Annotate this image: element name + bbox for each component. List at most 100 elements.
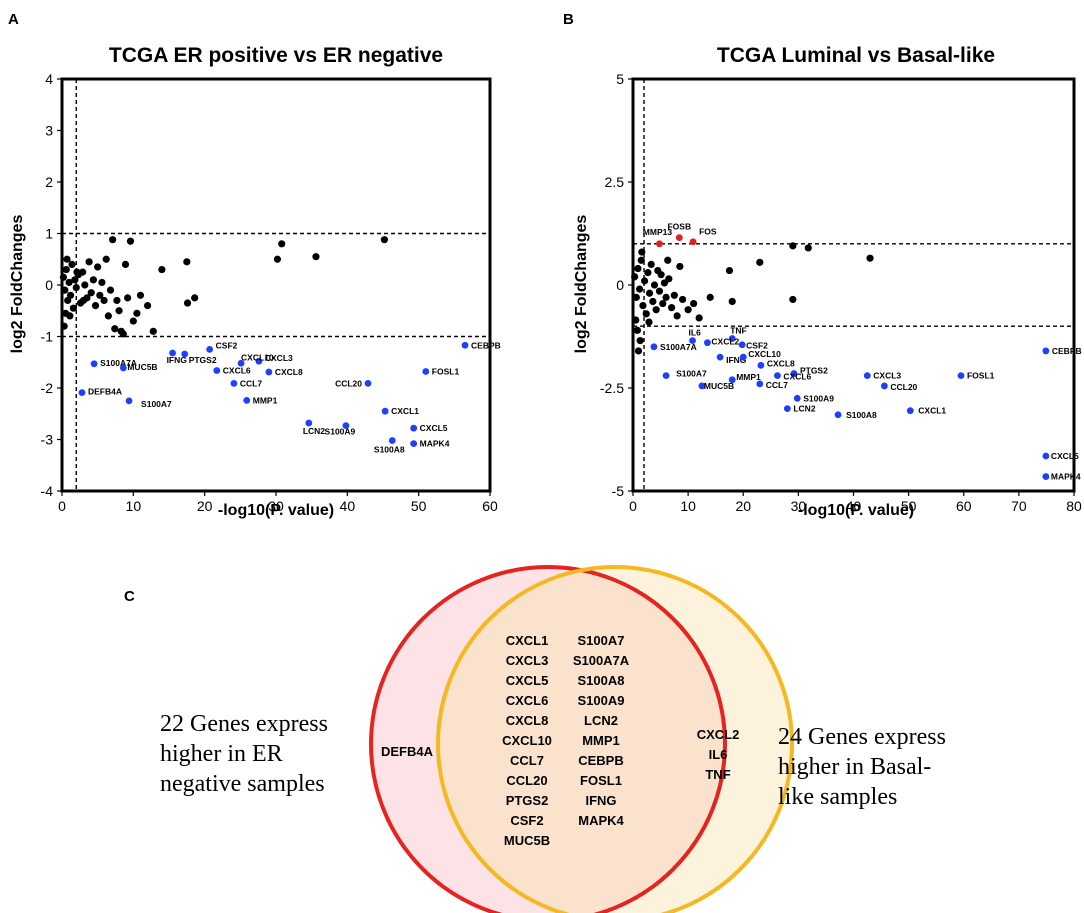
data-point bbox=[111, 325, 119, 333]
venn-gene-cxcl1: CXCL1 bbox=[506, 633, 549, 648]
venn-gene-il6: IL6 bbox=[709, 747, 728, 762]
venn-outline-basal-like bbox=[436, 565, 794, 913]
panel-a-title: TCGA ER positive vs ER negative bbox=[109, 44, 443, 67]
data-point-csf2 bbox=[738, 341, 746, 349]
y-tick-label: -4 bbox=[41, 483, 54, 499]
data-point bbox=[633, 326, 642, 334]
data-point bbox=[106, 286, 115, 294]
point-label-muc5b: MUC5B bbox=[704, 381, 734, 391]
data-point-lcn2 bbox=[783, 405, 791, 412]
point-label-s100a8: S100A8 bbox=[846, 410, 877, 420]
data-point bbox=[102, 255, 110, 263]
data-point bbox=[866, 254, 874, 262]
x-tick-label: 70 bbox=[1011, 498, 1027, 514]
data-point bbox=[638, 248, 646, 256]
data-point bbox=[664, 256, 672, 264]
data-point-cxcl2 bbox=[704, 339, 711, 347]
y-tick-label: 4 bbox=[45, 71, 53, 87]
data-point bbox=[183, 299, 192, 307]
venn-right-description: higher in Basal- bbox=[778, 754, 931, 780]
point-label-ifng: IFNG bbox=[726, 355, 747, 365]
data-point-s100a7 bbox=[125, 397, 133, 405]
data-point-muc5b bbox=[119, 364, 127, 372]
venn-gene-ccl7: CCL7 bbox=[510, 753, 544, 768]
data-point bbox=[655, 287, 664, 295]
data-point bbox=[158, 265, 166, 274]
y-tick-label: -5 bbox=[612, 483, 625, 499]
data-point-cxcl6 bbox=[774, 372, 781, 380]
data-point bbox=[96, 291, 104, 299]
data-point bbox=[639, 302, 647, 310]
x-tick-label: 10 bbox=[680, 498, 696, 514]
data-point-mapk4 bbox=[1042, 473, 1050, 480]
x-tick-label: 20 bbox=[735, 498, 751, 514]
data-point bbox=[673, 312, 681, 320]
data-point bbox=[149, 327, 157, 335]
venn-gene-csf2: CSF2 bbox=[510, 813, 543, 828]
y-tick-label: 1 bbox=[45, 226, 53, 242]
point-label-cxcl10: CXCL10 bbox=[748, 349, 781, 359]
data-point-s100a7a bbox=[650, 343, 658, 351]
data-point bbox=[728, 297, 736, 306]
data-point-s100a8 bbox=[834, 411, 842, 419]
data-point-fosb bbox=[675, 234, 683, 242]
data-point-ccl7 bbox=[230, 379, 238, 387]
point-label-s100a9: S100A9 bbox=[325, 427, 356, 437]
venn-gene-s100a7: S100A7 bbox=[578, 633, 625, 648]
point-label-s100a7a: S100A7A bbox=[660, 342, 697, 352]
data-point bbox=[645, 318, 653, 326]
data-point bbox=[100, 296, 108, 305]
point-label-lcn2: LCN2 bbox=[303, 426, 325, 436]
data-point bbox=[133, 309, 141, 317]
data-point bbox=[670, 291, 678, 299]
panel-a-ylabel: log2 FoldChanges bbox=[9, 215, 26, 354]
venn-right-description: like samples bbox=[778, 784, 897, 810]
point-label-mmp13: MMP13 bbox=[643, 227, 673, 237]
y-tick-label: -1 bbox=[41, 329, 54, 345]
data-point bbox=[115, 307, 123, 315]
panel-a-xlabel: -log10(P. value) bbox=[218, 502, 334, 519]
data-point-cxcl3 bbox=[255, 357, 263, 365]
data-point bbox=[679, 295, 687, 304]
data-point bbox=[634, 264, 642, 273]
venn-gene-fosl1: FOSL1 bbox=[580, 773, 622, 788]
data-point bbox=[804, 244, 812, 252]
panel-b-xlabel: -log10(P. value) bbox=[798, 502, 914, 519]
y-tick-label: 2 bbox=[45, 174, 53, 190]
data-point bbox=[684, 306, 692, 314]
data-point bbox=[631, 273, 639, 281]
data-point-ifng bbox=[169, 349, 176, 357]
data-point-ccl7 bbox=[756, 380, 764, 388]
point-label-cxcl5: CXCL5 bbox=[420, 423, 448, 433]
x-tick-label: 60 bbox=[482, 498, 498, 514]
venn-left-description: negative samples bbox=[160, 771, 325, 797]
panel-b-letter: B bbox=[563, 11, 574, 28]
data-point bbox=[636, 285, 644, 293]
panel-a-letter: A bbox=[8, 11, 19, 28]
data-point bbox=[380, 236, 389, 244]
data-point bbox=[89, 276, 97, 284]
data-point bbox=[637, 256, 645, 264]
venn-gene-mapk4: MAPK4 bbox=[578, 813, 624, 828]
data-point bbox=[706, 293, 714, 301]
data-point bbox=[61, 309, 70, 317]
data-point bbox=[81, 281, 89, 289]
data-point bbox=[129, 317, 137, 325]
data-point bbox=[657, 271, 665, 279]
data-point bbox=[632, 293, 640, 301]
data-point bbox=[634, 347, 643, 355]
point-label-cxcl1: CXCL1 bbox=[918, 406, 946, 416]
data-point bbox=[650, 281, 659, 289]
point-label-ccl7: CCL7 bbox=[240, 378, 262, 388]
data-point bbox=[665, 275, 673, 283]
data-point bbox=[124, 294, 132, 302]
data-point bbox=[62, 265, 70, 274]
data-point bbox=[59, 273, 68, 281]
point-label-ccl20: CCL20 bbox=[890, 382, 917, 392]
point-label-mmp1: MMP1 bbox=[253, 395, 278, 405]
point-label-s100a9: S100A9 bbox=[803, 393, 834, 403]
data-point bbox=[126, 237, 135, 245]
data-point-cxcl5 bbox=[410, 424, 418, 432]
data-point bbox=[273, 255, 282, 263]
